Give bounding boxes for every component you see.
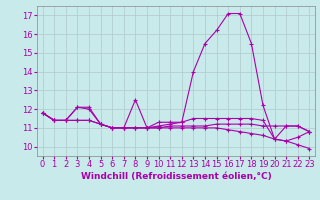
- X-axis label: Windchill (Refroidissement éolien,°C): Windchill (Refroidissement éolien,°C): [81, 172, 271, 181]
